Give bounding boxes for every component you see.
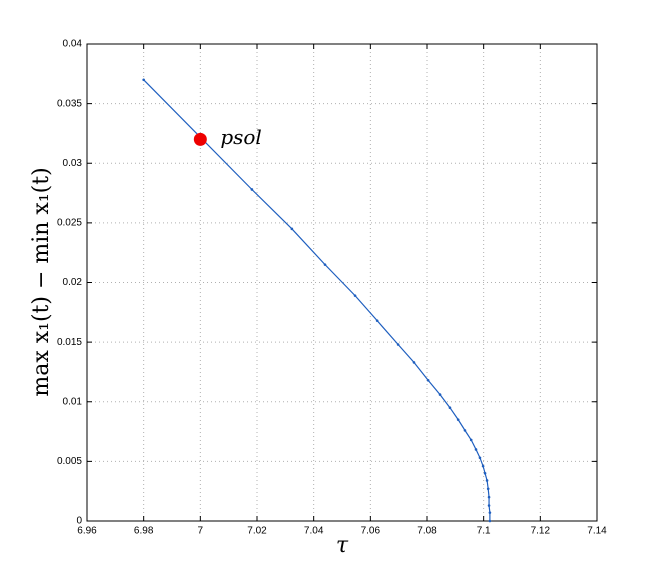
- data-point: [463, 429, 467, 432]
- data-point: [485, 479, 489, 482]
- data-point: [456, 418, 460, 421]
- data-point: [250, 188, 254, 191]
- data-point: [481, 464, 485, 468]
- data-point: [488, 511, 492, 514]
- data-point: [323, 263, 327, 266]
- data-point: [478, 456, 482, 460]
- x-tick-label: 7.06: [361, 526, 381, 537]
- data-point: [448, 406, 452, 410]
- y-tick-label: 0: [76, 516, 82, 527]
- y-tick-label: 0.005: [57, 456, 82, 467]
- x-tick-label: 7.1: [477, 526, 491, 537]
- data-point: [469, 438, 473, 442]
- axes-box: [86, 43, 598, 522]
- data-point: [488, 519, 492, 523]
- y-axis-label: max x₁(t) − min x₁(t): [29, 167, 54, 396]
- x-tick-label: 7.02: [247, 526, 267, 537]
- x-tick-label: 6.98: [134, 526, 154, 537]
- data-point: [375, 319, 379, 322]
- data-point: [487, 495, 491, 499]
- data-point: [486, 487, 490, 491]
- y-tick-label: 0.025: [57, 218, 82, 229]
- x-tick-label: 7.12: [531, 526, 551, 537]
- series-line: [143, 79, 491, 521]
- data-point: [474, 448, 478, 451]
- y-tick-label: 0.02: [63, 277, 83, 288]
- data-point: [438, 393, 442, 396]
- data-point: [142, 78, 145, 82]
- data-point: [353, 294, 357, 297]
- x-tick-label: 7: [198, 526, 204, 537]
- y-tick-label: 0.04: [63, 39, 83, 50]
- data-point: [487, 504, 491, 507]
- x-tick-label: 7.04: [304, 526, 324, 537]
- highlight-point: [193, 132, 207, 146]
- y-tick-label: 0.03: [63, 158, 83, 169]
- data-point: [483, 472, 487, 475]
- y-tick-label: 0.035: [57, 98, 82, 109]
- x-tick-label: 7.14: [587, 526, 607, 537]
- x-tick-label: 6.96: [77, 526, 97, 537]
- data-point: [290, 227, 294, 231]
- data-point: [396, 343, 400, 346]
- x-axis-label: τ: [336, 533, 349, 558]
- x-tick-label: 7.08: [417, 526, 437, 537]
- y-tick-label: 0.015: [57, 337, 82, 348]
- data-point: [412, 361, 416, 364]
- y-tick-label: 0.01: [63, 396, 83, 407]
- data-point: [426, 378, 430, 382]
- annotation: psol: [220, 125, 262, 149]
